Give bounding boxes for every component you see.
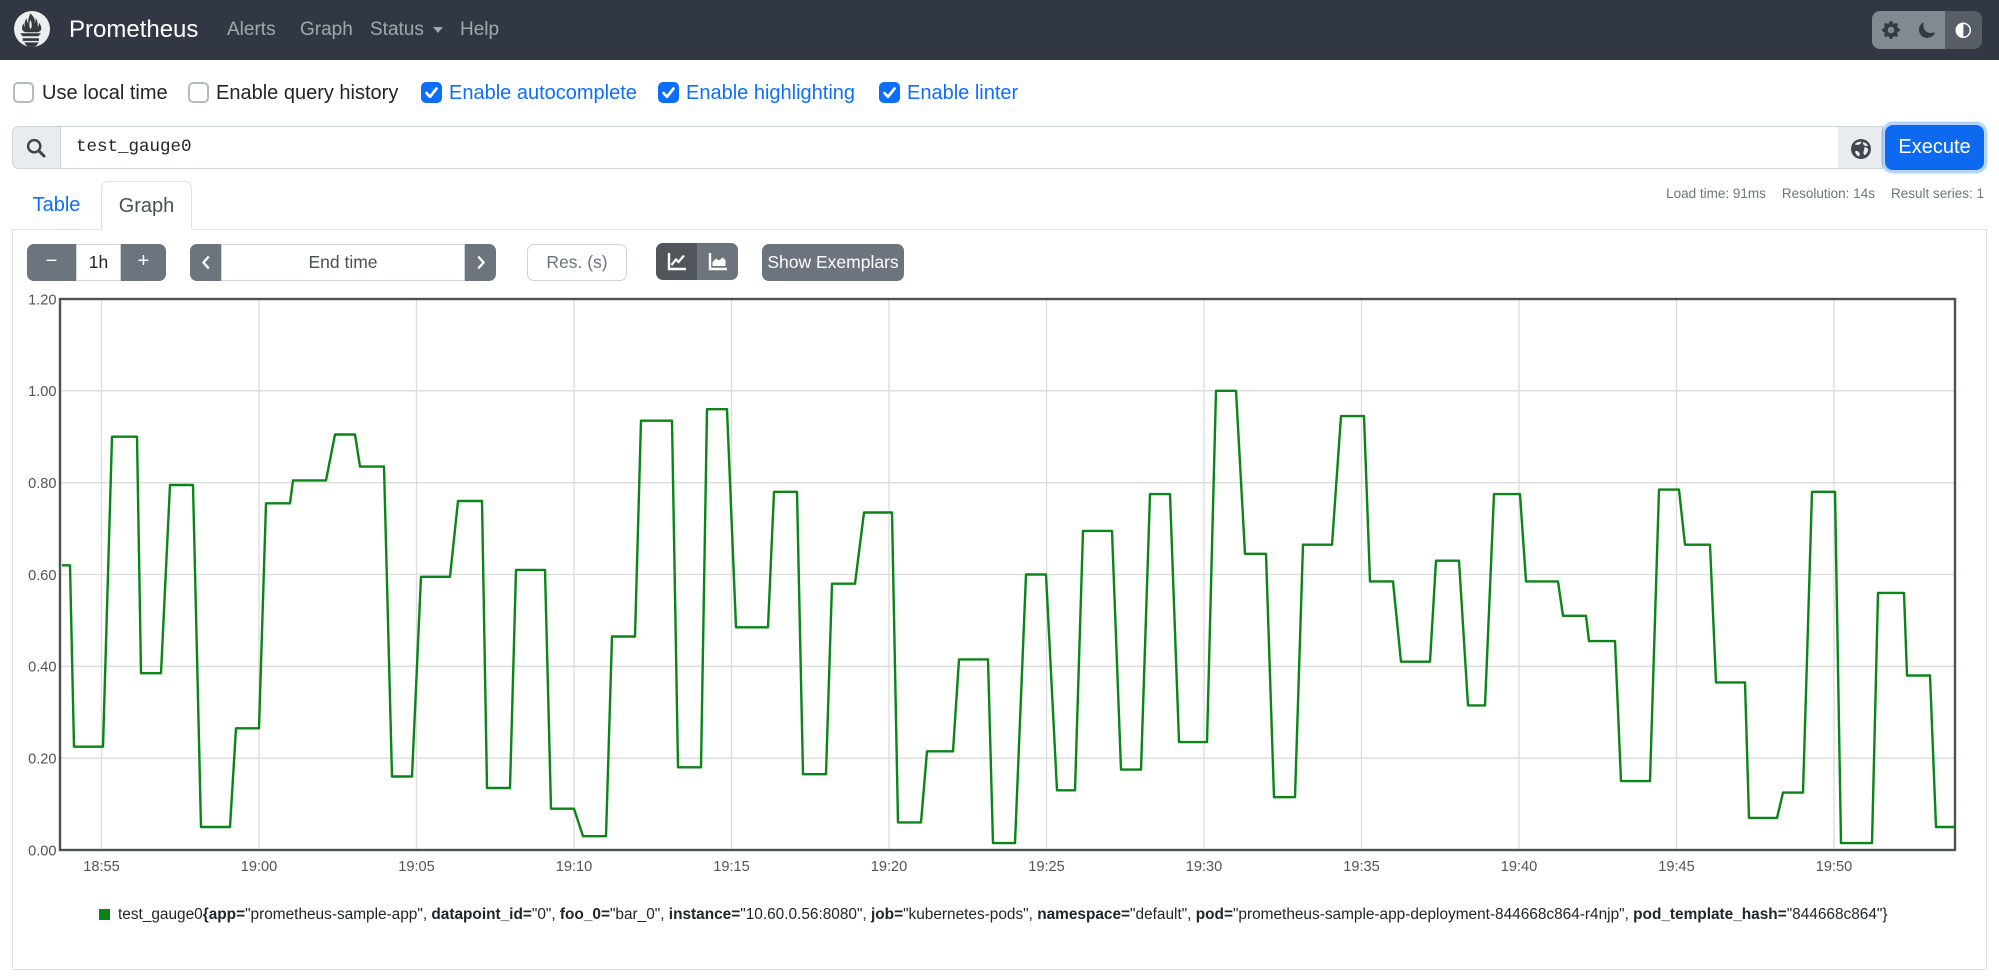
svg-text:19:05: 19:05 xyxy=(398,859,435,875)
svg-text:19:35: 19:35 xyxy=(1343,859,1380,875)
svg-text:0.60: 0.60 xyxy=(28,568,56,584)
svg-text:19:00: 19:00 xyxy=(241,859,278,875)
svg-text:19:25: 19:25 xyxy=(1028,859,1065,875)
svg-text:0.00: 0.00 xyxy=(28,843,56,859)
svg-text:0.80: 0.80 xyxy=(28,476,56,492)
svg-text:19:20: 19:20 xyxy=(871,859,908,875)
svg-text:19:50: 19:50 xyxy=(1816,859,1853,875)
svg-text:1.00: 1.00 xyxy=(28,384,56,400)
svg-text:19:15: 19:15 xyxy=(713,859,750,875)
svg-text:19:40: 19:40 xyxy=(1501,859,1538,875)
svg-text:1.20: 1.20 xyxy=(28,292,56,308)
svg-text:18:55: 18:55 xyxy=(83,859,120,875)
svg-text:19:30: 19:30 xyxy=(1186,859,1223,875)
svg-text:19:10: 19:10 xyxy=(556,859,593,875)
svg-text:0.40: 0.40 xyxy=(28,660,56,676)
svg-text:19:45: 19:45 xyxy=(1658,859,1695,875)
svg-text:0.20: 0.20 xyxy=(28,752,56,768)
